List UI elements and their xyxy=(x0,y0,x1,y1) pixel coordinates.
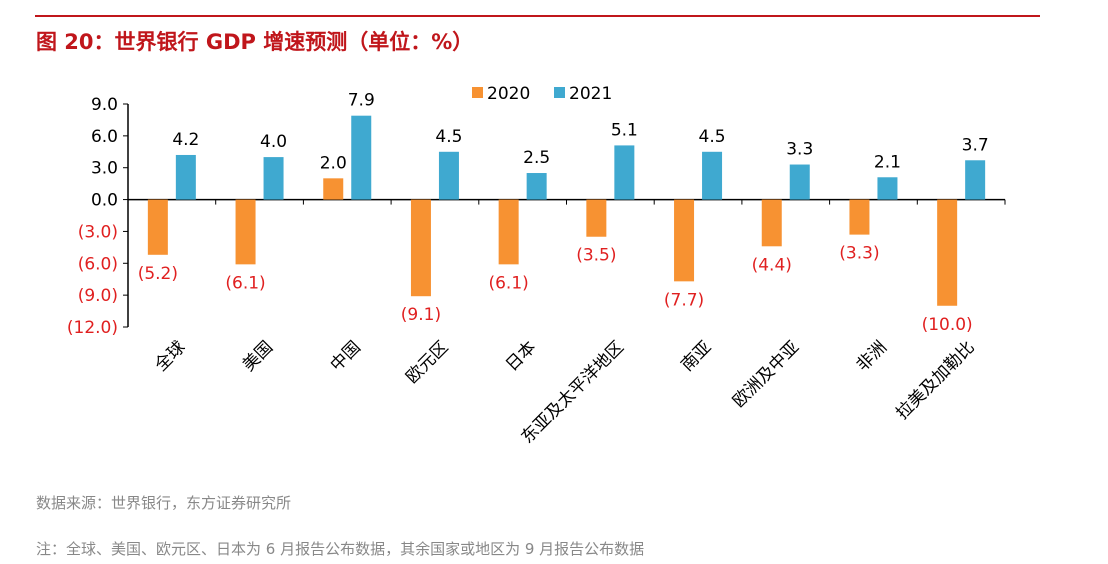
bar-2020 xyxy=(235,199,256,265)
x-tick-label: 中国 xyxy=(327,337,365,375)
y-tick-label: 6.0 xyxy=(91,127,118,147)
y-tick-label: (6.0) xyxy=(78,254,118,274)
source-text: 数据来源：世界银行，东方证券研究所 xyxy=(36,494,292,512)
data-label: (6.1) xyxy=(225,273,265,293)
legend-swatch-2020 xyxy=(472,87,483,98)
x-tick-label: 拉美及加勒比 xyxy=(892,337,978,423)
bar-2020 xyxy=(586,199,607,237)
data-label: 5.1 xyxy=(611,120,638,140)
bar-2020 xyxy=(937,199,958,306)
x-tick-label: 全球 xyxy=(151,337,189,375)
bar-2020 xyxy=(323,178,344,200)
y-tick-label: (12.0) xyxy=(67,318,118,338)
data-label: 2.5 xyxy=(523,148,550,168)
bar-2021 xyxy=(263,157,284,200)
x-tick-label: 日本 xyxy=(502,337,540,375)
data-label: 4.2 xyxy=(172,130,199,150)
bar-2021 xyxy=(526,173,547,200)
legend-label: 2021 xyxy=(569,84,612,104)
data-label: 2.0 xyxy=(320,153,347,173)
x-tick-label: 欧洲及中亚 xyxy=(729,337,803,411)
bar-2021 xyxy=(438,151,459,200)
y-tick-label: 9.0 xyxy=(91,95,118,115)
bar-2021 xyxy=(702,151,723,200)
x-tick-label: 南亚 xyxy=(677,337,715,375)
bar-2021 xyxy=(175,154,196,200)
y-tick-label: (3.0) xyxy=(78,222,118,242)
data-label: 4.5 xyxy=(699,127,726,147)
top-rule xyxy=(35,15,1040,17)
data-label: (7.7) xyxy=(664,290,704,310)
data-label: (9.1) xyxy=(401,305,441,325)
legend-swatch-2021 xyxy=(554,87,565,98)
data-label: 2.1 xyxy=(874,152,901,172)
data-label: 3.3 xyxy=(786,140,813,160)
data-label: (6.1) xyxy=(488,273,528,293)
note-text: 注：全球、美国、欧元区、日本为 6 月报告公布数据，其余国家或地区为 9 月报告… xyxy=(36,540,645,558)
bar-2021 xyxy=(877,177,898,200)
x-tick-label: 非洲 xyxy=(853,337,891,375)
chart-title: 图 20：世界银行 GDP 增速预测（单位：%） xyxy=(36,30,474,54)
bar-2021 xyxy=(351,115,372,200)
y-tick-label: 0.0 xyxy=(91,191,118,211)
data-label: (3.5) xyxy=(576,246,616,266)
data-label: 4.0 xyxy=(260,132,287,152)
bar-2021 xyxy=(789,164,810,200)
bar-chart: 9.0 6.0 3.0 0.0 (3.0) (6.0) (9.0) (12.0) (5.2) 4.… xyxy=(67,84,1006,448)
data-label: (3.3) xyxy=(839,244,879,264)
y-tick-label: (9.0) xyxy=(78,286,118,306)
data-label: 7.9 xyxy=(348,91,375,111)
bar-2021 xyxy=(614,145,635,200)
data-label: (10.0) xyxy=(922,315,973,335)
x-tick-label: 欧元区 xyxy=(402,337,452,387)
bar-2020 xyxy=(761,199,782,247)
data-label: 4.5 xyxy=(435,127,462,147)
bar-2020 xyxy=(849,199,870,235)
data-label: 3.7 xyxy=(962,135,989,155)
data-label: (5.2) xyxy=(138,264,178,284)
bar-2020 xyxy=(147,199,168,255)
x-tick-label: 美国 xyxy=(239,337,277,375)
legend-label: 2020 xyxy=(487,84,530,104)
bar-2020 xyxy=(410,199,431,297)
y-tick-label: 3.0 xyxy=(91,159,118,179)
bar-2020 xyxy=(674,199,695,282)
bar-2021 xyxy=(965,160,986,200)
bar-2020 xyxy=(498,199,519,265)
data-label: (4.4) xyxy=(752,255,792,275)
